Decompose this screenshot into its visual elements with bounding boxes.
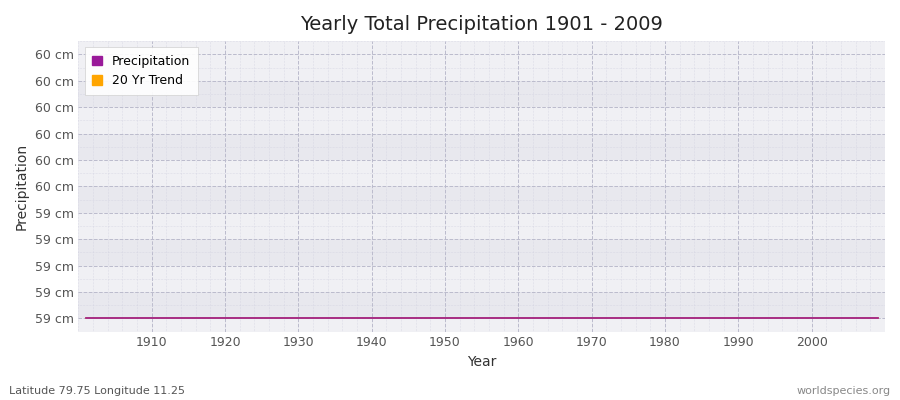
Bar — [78, 239, 885, 266]
Bar — [78, 81, 885, 107]
Bar — [78, 266, 885, 292]
Bar — [78, 107, 885, 134]
Bar — [78, 134, 885, 160]
Text: Latitude 79.75 Longitude 11.25: Latitude 79.75 Longitude 11.25 — [9, 386, 185, 396]
X-axis label: Year: Year — [467, 355, 497, 369]
Bar — [78, 292, 885, 318]
Text: worldspecies.org: worldspecies.org — [796, 386, 891, 396]
Bar — [78, 186, 885, 213]
Y-axis label: Precipitation: Precipitation — [15, 143, 29, 230]
Title: Yearly Total Precipitation 1901 - 2009: Yearly Total Precipitation 1901 - 2009 — [301, 15, 663, 34]
Bar — [78, 54, 885, 81]
Bar — [78, 160, 885, 186]
Bar — [78, 213, 885, 239]
Legend: Precipitation, 20 Yr Trend: Precipitation, 20 Yr Trend — [85, 47, 198, 95]
